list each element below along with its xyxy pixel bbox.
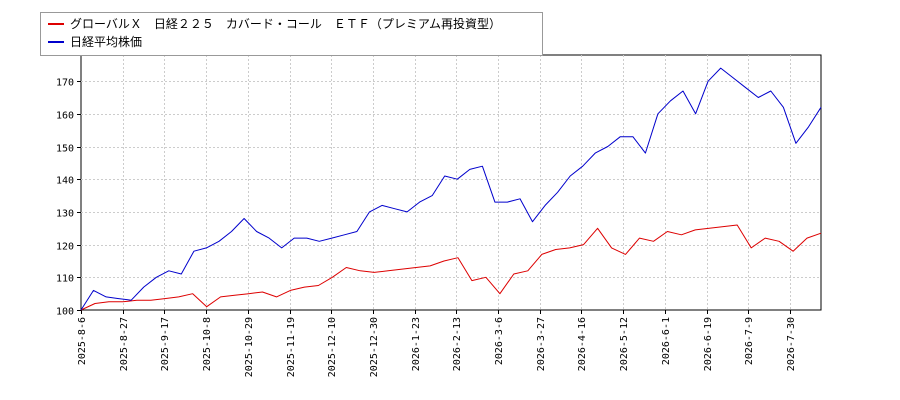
legend: グローバルＸ 日経２２５ カバード・コール ＥＴＦ（プレミアム再投資型） 日経平均… bbox=[40, 12, 543, 56]
y-tick-label: 170 bbox=[56, 78, 74, 89]
x-tick-label: 2025-10-29 bbox=[244, 317, 255, 377]
x-tick-label: 2025-10-8 bbox=[202, 317, 213, 371]
plot-frame bbox=[80, 54, 822, 311]
x-tick-label: 2026-4-16 bbox=[577, 317, 588, 371]
grid bbox=[80, 54, 822, 311]
x-tick-label: 2025-11-19 bbox=[286, 317, 297, 377]
legend-label-0: グローバルＸ 日経２２５ カバード・コール ＥＴＦ（プレミアム再投資型） bbox=[70, 16, 501, 31]
legend-label-1: 日経平均株価 bbox=[70, 34, 142, 49]
legend-box bbox=[40, 12, 543, 56]
x-tick-label: 2026-2-13 bbox=[452, 317, 463, 371]
x-tick-label: 2026-7-9 bbox=[744, 317, 755, 365]
y-tick-label: 100 bbox=[56, 307, 74, 318]
x-tick-label: 2026-6-1 bbox=[661, 317, 672, 365]
x-tick-label: 2026-3-6 bbox=[494, 317, 505, 365]
y-tick-label: 120 bbox=[56, 242, 74, 253]
series-lines bbox=[80, 67, 822, 311]
y-tick-label: 150 bbox=[56, 144, 74, 155]
series-line-1 bbox=[80, 67, 822, 311]
x-tick-label: 2026-5-12 bbox=[619, 317, 630, 371]
axes: 100 110 120 130 140 150 160 170 2025-8-6 2025-8-2… bbox=[56, 78, 797, 378]
x-tick-label: 2025-9-17 bbox=[160, 317, 171, 371]
y-tick-label: 130 bbox=[56, 209, 74, 220]
x-tick-label: 2025-12-10 bbox=[327, 317, 338, 377]
y-tick-label: 140 bbox=[56, 176, 74, 187]
series-line-0 bbox=[80, 224, 822, 311]
x-tick-label: 2025-8-27 bbox=[119, 317, 130, 371]
x-tick-label: 2026-1-23 bbox=[411, 317, 422, 371]
x-tick-label: 2026-3-27 bbox=[536, 317, 547, 371]
y-tick-label: 110 bbox=[56, 274, 74, 285]
x-tick-label: 2025-8-6 bbox=[77, 317, 88, 365]
x-tick-label: 2025-12-30 bbox=[369, 317, 380, 377]
x-tick-label: 2026-6-19 bbox=[703, 317, 714, 371]
x-tick-label: 2026-7-30 bbox=[786, 317, 797, 371]
y-tick-label: 160 bbox=[56, 111, 74, 122]
